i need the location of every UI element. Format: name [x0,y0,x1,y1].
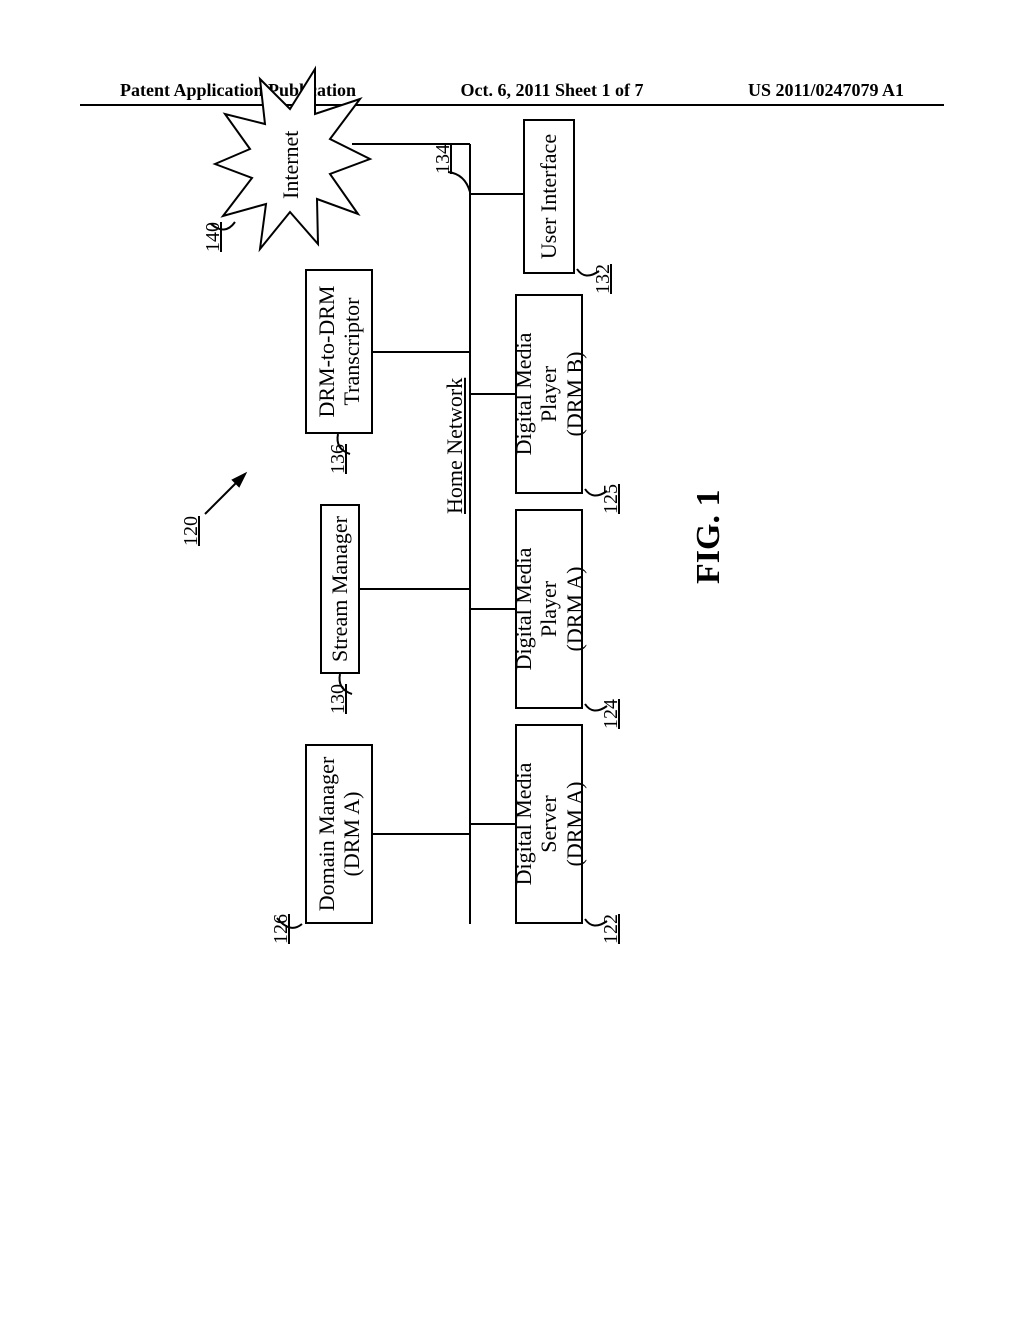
ref-134: 134 [432,144,455,174]
bus-label: Home Network [442,378,468,514]
node-transcriptor: DRM-to-DRMTranscriptor [305,269,373,434]
domain-manager-label: Domain Manager(DRM A) [314,757,365,912]
transcriptor-label: DRM-to-DRMTranscriptor [314,286,365,418]
ref-130: 130 [327,684,350,714]
node-player-a: Digital Media Player(DRM A) [515,509,583,709]
ref-125: 125 [600,484,623,514]
player-a-label: Digital Media Player(DRM A) [511,517,587,701]
player-b-label: Digital Media Player(DRM B) [511,302,587,486]
page: Patent Application Publication Oct. 6, 2… [0,0,1024,1320]
ref-124: 124 [600,699,623,729]
user-interface-label: User Interface [536,134,561,259]
media-server-label: Digital Media Server(DRM A) [511,732,587,916]
figure-canvas: Domain Manager(DRM A) Stream Manager DRM… [120,64,904,964]
figure-1: Domain Manager(DRM A) Stream Manager DRM… [120,180,904,1080]
ref-122: 122 [600,914,623,944]
ref-136: 136 [327,444,350,474]
ref-126: 126 [270,914,293,944]
stream-manager-label: Stream Manager [327,516,352,662]
internet-label: Internet [278,131,304,199]
ref-120: 120 [180,516,203,546]
ref-140: 140 [202,222,225,252]
ref-132: 132 [592,264,615,294]
node-domain-manager: Domain Manager(DRM A) [305,744,373,924]
node-player-b: Digital Media Player(DRM B) [515,294,583,494]
node-stream-manager: Stream Manager [320,504,360,674]
node-user-interface: User Interface [523,119,575,274]
figure-caption: FIG. 1 [690,490,728,584]
node-media-server: Digital Media Server(DRM A) [515,724,583,924]
